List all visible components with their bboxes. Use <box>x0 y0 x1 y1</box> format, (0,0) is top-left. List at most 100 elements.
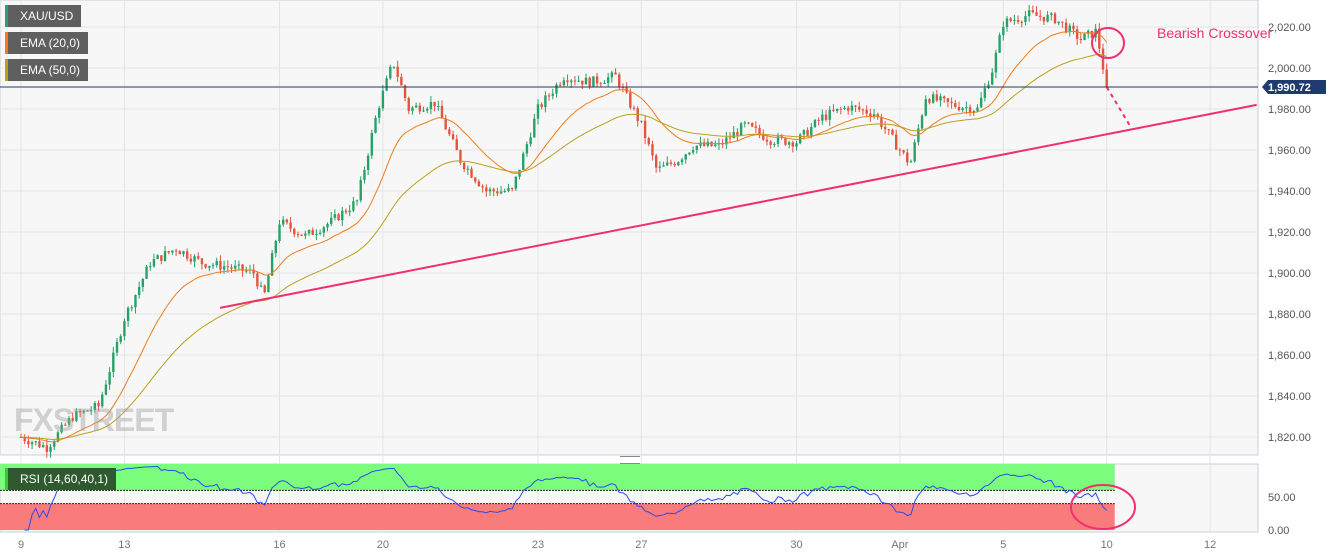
candle-body <box>75 411 78 421</box>
last-price-label: 1,990.72 <box>1268 82 1311 94</box>
candle-body <box>112 352 115 372</box>
candle-body <box>219 260 222 270</box>
candle-body <box>1031 10 1035 13</box>
candle-body <box>1002 26 1005 36</box>
candle-body <box>296 234 300 236</box>
candle-body <box>263 285 266 293</box>
candle-body <box>392 66 396 68</box>
candle-body <box>714 144 717 147</box>
candle-body <box>89 410 93 412</box>
candle-body <box>869 113 872 117</box>
candle-body <box>34 441 37 443</box>
candle-body <box>828 109 831 120</box>
candle-body <box>883 127 887 130</box>
candle-body <box>880 117 883 128</box>
candle-body <box>200 258 204 265</box>
candle-body <box>584 77 588 85</box>
candle-body <box>573 80 577 82</box>
candle-body <box>536 104 540 119</box>
candle-body <box>824 114 828 120</box>
candle-body <box>145 266 148 279</box>
candle-body <box>754 126 758 129</box>
candle-body <box>898 149 902 151</box>
candle-body <box>1075 29 1079 39</box>
candle-body <box>983 88 987 98</box>
candle-body <box>850 105 854 111</box>
candle-body <box>30 442 34 445</box>
x-tick-label: 5 <box>1000 539 1006 551</box>
x-tick-label: 20 <box>377 539 389 551</box>
candle-body <box>381 90 385 109</box>
candle-body <box>544 95 547 108</box>
candle-body <box>979 97 983 108</box>
candle-body <box>603 83 606 85</box>
candle-body <box>558 84 562 86</box>
pane-resize-handle[interactable] <box>620 456 640 464</box>
candle-body <box>920 115 924 129</box>
candle-body <box>606 77 610 84</box>
candle-body <box>654 155 658 168</box>
candle-body <box>1005 18 1009 27</box>
candle-body <box>847 107 850 111</box>
candle-body <box>444 118 447 130</box>
candle-body <box>629 92 632 108</box>
candle-body <box>1024 16 1027 22</box>
candle-body <box>93 403 97 411</box>
candle-body <box>1079 38 1083 41</box>
candle-body <box>957 107 961 111</box>
x-tick-label: 9 <box>18 539 24 551</box>
candle-body <box>156 255 159 260</box>
candle-body <box>337 214 340 221</box>
candle-body <box>418 105 422 112</box>
candle-body <box>673 163 676 166</box>
candle-body <box>27 441 30 445</box>
y-tick-label: 1,960.00 <box>1268 145 1311 157</box>
candle-body <box>178 251 181 255</box>
y-tick-label: 2,000.00 <box>1268 63 1311 75</box>
candle-body <box>1013 20 1016 22</box>
candle-body <box>950 101 953 104</box>
candle-body <box>230 267 233 269</box>
candle-body <box>474 177 477 182</box>
candle-body <box>540 104 543 108</box>
candle-body <box>41 445 45 448</box>
candle-body <box>588 77 591 88</box>
candle-body <box>352 201 355 211</box>
candle-body <box>795 143 798 147</box>
candle-body <box>267 275 270 293</box>
candle-body <box>304 233 307 236</box>
candle-body <box>359 180 362 201</box>
candle-body <box>1083 33 1086 41</box>
candle-body <box>677 162 680 166</box>
candle-body <box>998 35 1001 53</box>
candle-body <box>909 161 913 163</box>
y-tick-label: 1,840.00 <box>1268 391 1311 403</box>
candle-body <box>215 260 218 266</box>
candle-body <box>293 228 296 235</box>
candle-body <box>595 76 599 84</box>
candle-body <box>485 187 488 192</box>
candle-body <box>355 200 359 202</box>
candle-body <box>477 181 481 187</box>
candle-body <box>226 266 229 268</box>
candle-body <box>1020 21 1023 23</box>
candle-body <box>64 424 67 426</box>
candle-body <box>318 232 322 234</box>
candle-body <box>743 122 746 124</box>
candle-body <box>348 210 351 213</box>
candle-body <box>233 265 237 269</box>
candle-body <box>525 144 529 154</box>
candle-body <box>56 432 60 442</box>
candle-body <box>976 107 979 111</box>
candle-body <box>551 93 554 96</box>
candle-body <box>1009 18 1012 21</box>
candle-body <box>1057 21 1060 24</box>
rsi-tick-label: 0.00 <box>1268 525 1289 537</box>
candle-body <box>1053 13 1057 24</box>
candle-body <box>946 98 950 102</box>
candle-body <box>632 107 636 109</box>
candle-body <box>817 119 820 121</box>
candle-body <box>182 251 185 255</box>
candle-body <box>149 266 152 268</box>
candle-body <box>773 143 776 145</box>
